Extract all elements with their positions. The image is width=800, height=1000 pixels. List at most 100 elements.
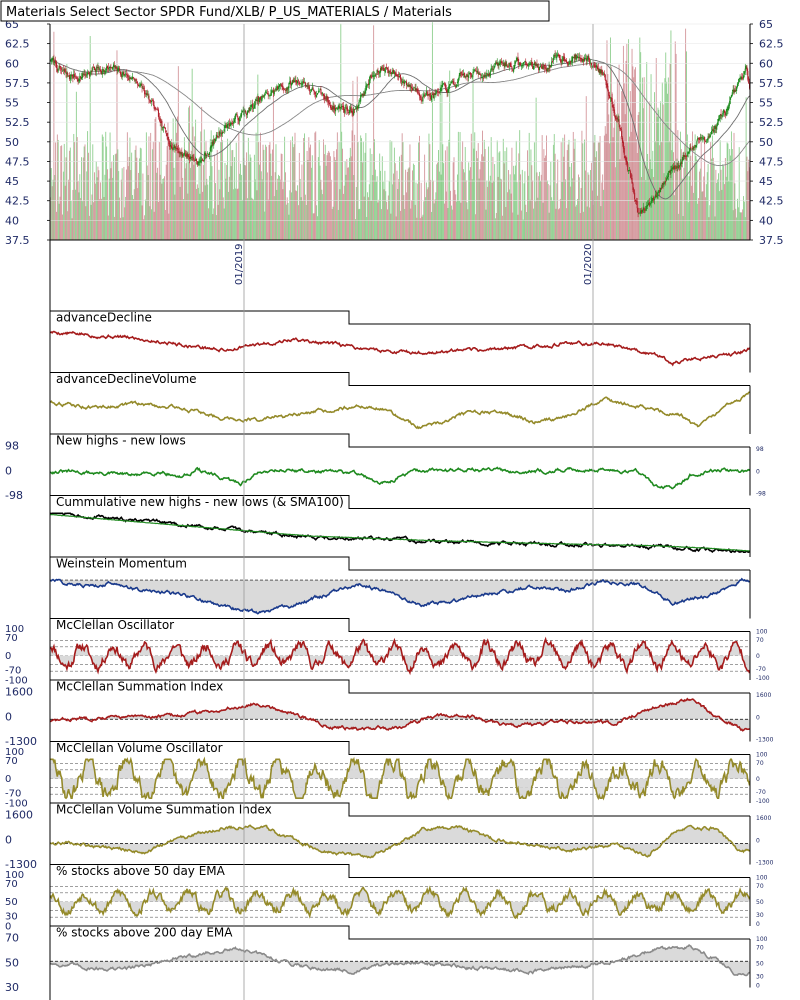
- volume-bar: [122, 217, 124, 240]
- candle-body: [532, 65, 534, 69]
- candle-body: [727, 106, 729, 110]
- volume-bar: [558, 209, 560, 240]
- volume-bar: [546, 135, 547, 240]
- candle-body: [338, 105, 340, 109]
- volume-bar: [476, 150, 477, 240]
- candle-body: [260, 99, 262, 101]
- candle-body: [520, 65, 522, 67]
- candle-body: [290, 80, 292, 85]
- volume-bar: [604, 126, 606, 240]
- volume-bar: [538, 176, 540, 240]
- volume-bar: [98, 170, 100, 240]
- candle-body: [322, 93, 325, 96]
- volume-bar: [170, 138, 172, 240]
- volume-bar: [518, 153, 520, 240]
- volume-bar: [673, 195, 675, 240]
- candle-body: [494, 65, 496, 68]
- volume-bar: [616, 79, 618, 241]
- candle-body: [386, 67, 389, 70]
- volume-bar: [215, 215, 217, 240]
- volume-bar: [471, 179, 473, 240]
- panel-label-right: 70: [756, 945, 764, 952]
- volume-bar: [306, 150, 308, 240]
- candle-body: [128, 78, 130, 80]
- candle-body: [551, 61, 553, 67]
- volume-bar: [517, 214, 519, 240]
- volume-bar: [255, 132, 257, 240]
- volume-bar: [88, 215, 90, 240]
- volume-bar: [430, 179, 432, 240]
- candle-body: [668, 170, 670, 173]
- candle-body: [324, 98, 326, 100]
- volume-bar: [162, 178, 164, 240]
- volume-bar: [304, 133, 305, 240]
- candle-body: [579, 57, 581, 59]
- candle-body: [347, 110, 349, 112]
- candle-body: [238, 119, 240, 122]
- volume-bar: [449, 70, 451, 241]
- volume-bar: [366, 216, 368, 240]
- volume-bar: [174, 194, 176, 240]
- volume-bar: [217, 204, 219, 240]
- volume-bar: [164, 176, 165, 240]
- candle-body: [343, 109, 345, 113]
- candle-body: [535, 64, 537, 66]
- volume-bar: [399, 156, 401, 240]
- panel-mcclellan-volume-summation: McClellan Volume Summation Index16000-13…: [5, 802, 774, 871]
- candle-body: [709, 134, 711, 138]
- candle-body: [393, 71, 395, 75]
- volume-bar: [324, 144, 326, 240]
- volume-bar: [391, 140, 393, 240]
- volume-bar: [660, 141, 662, 240]
- volume-bar: [627, 142, 629, 240]
- candle-body: [745, 66, 747, 70]
- candle-body: [140, 84, 142, 85]
- volume-bar: [642, 108, 644, 241]
- candle-body: [620, 128, 622, 130]
- volume-bar: [182, 177, 184, 240]
- candle-body: [271, 90, 274, 92]
- candle-body: [710, 131, 713, 135]
- volume-bar: [123, 166, 125, 240]
- candle-body: [659, 190, 661, 192]
- candle-body: [743, 71, 745, 75]
- volume-bar: [466, 202, 468, 240]
- volume-bar: [238, 133, 240, 240]
- candle-body: [426, 92, 428, 94]
- volume-bar: [107, 215, 109, 240]
- candle-body: [157, 108, 159, 110]
- candle-body: [290, 83, 293, 86]
- panel-label-left: -70: [5, 665, 21, 676]
- volume-bar: [573, 148, 575, 240]
- volume-bar: [186, 150, 188, 240]
- volume-bar: [371, 154, 373, 240]
- candle-body: [689, 147, 691, 152]
- volume-bar: [205, 140, 207, 240]
- candle-body: [630, 173, 632, 178]
- candle-body: [527, 64, 529, 67]
- candle-body: [84, 74, 86, 76]
- volume-bar: [80, 198, 82, 240]
- volume-bar: [196, 184, 198, 240]
- candle-body: [135, 78, 137, 81]
- volume-bar: [667, 77, 669, 240]
- panel-label-left: -70: [5, 788, 21, 799]
- volume-bar: [113, 155, 114, 240]
- candle-body: [413, 87, 415, 89]
- candle-body: [614, 112, 616, 117]
- panel-label-right: 100: [756, 752, 768, 759]
- candle-body: [198, 161, 200, 164]
- volume-bar: [292, 147, 294, 240]
- volume-bar: [473, 148, 475, 240]
- volume-bar: [415, 182, 417, 240]
- volume-bar: [312, 213, 314, 240]
- volume-bar: [232, 149, 234, 240]
- candle-body: [657, 192, 659, 196]
- volume-bar: [163, 178, 165, 240]
- candle-body: [266, 92, 268, 94]
- candle-body: [228, 123, 230, 127]
- panel-label-left: -1300: [5, 858, 37, 871]
- volume-bar: [510, 193, 512, 240]
- candle-body: [666, 176, 669, 179]
- candle-body: [634, 192, 636, 200]
